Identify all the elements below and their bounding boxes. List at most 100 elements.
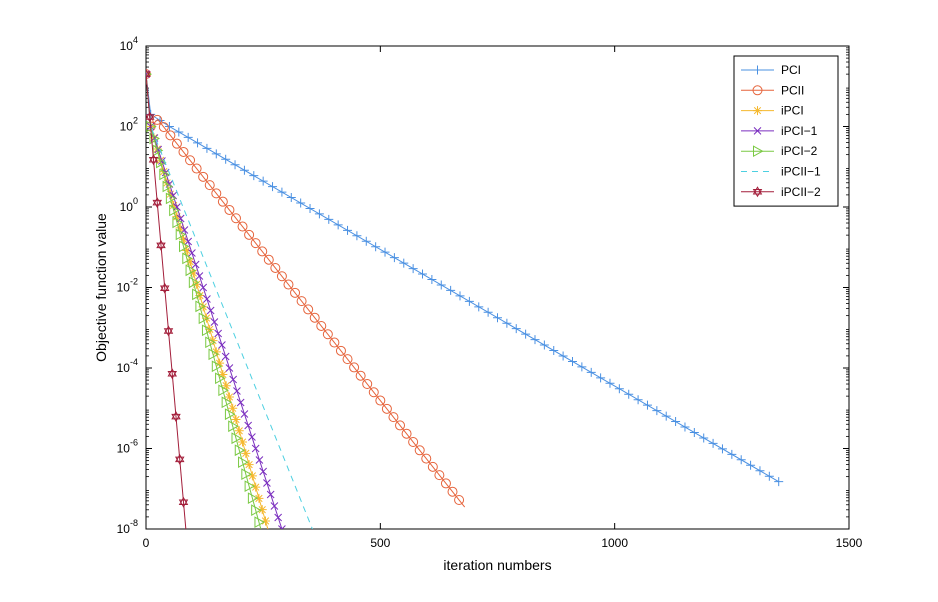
plus-marker	[408, 264, 418, 274]
x-marker	[233, 387, 241, 395]
asterisk-marker	[169, 200, 179, 210]
circle-marker	[257, 246, 268, 257]
legend-entry: iPCII−1	[741, 165, 821, 179]
plus-marker	[493, 313, 502, 323]
plus-marker	[305, 203, 315, 213]
circle-marker	[211, 188, 222, 199]
plus-marker	[661, 411, 671, 421]
x-marker	[270, 502, 279, 510]
circle-marker	[316, 320, 327, 331]
triangle-marker	[215, 372, 226, 385]
series-line	[146, 74, 187, 529]
plus-marker	[727, 449, 737, 459]
asterisk-marker	[162, 178, 172, 188]
circle-marker	[388, 412, 399, 423]
legend-label: iPCI−2	[781, 144, 818, 158]
asterisk-marker	[178, 234, 188, 244]
plot-area-frame	[145, 45, 850, 530]
circle-marker	[191, 163, 202, 174]
plus-marker	[343, 225, 353, 235]
circle-marker	[303, 304, 314, 315]
plus-marker	[642, 400, 652, 410]
circle-marker	[322, 329, 333, 340]
x-marker	[259, 467, 268, 476]
asterisk-marker	[165, 189, 175, 199]
x-marker	[206, 306, 215, 315]
x-marker	[210, 318, 219, 326]
circle-marker	[349, 362, 360, 373]
hexagram-marker	[163, 325, 174, 337]
x-marker	[229, 375, 238, 384]
plus-marker	[699, 433, 709, 443]
circle-marker	[421, 453, 432, 464]
hexagram-marker	[752, 186, 763, 198]
x-marker	[236, 398, 245, 407]
plus-marker	[521, 329, 531, 339]
legend-label: PCI	[781, 63, 801, 77]
plus-marker	[193, 138, 203, 148]
x-marker	[173, 203, 181, 211]
plus-marker	[753, 65, 762, 75]
circle-marker	[395, 420, 406, 431]
x-tick-label: 1500	[836, 536, 863, 550]
plus-marker	[558, 351, 568, 361]
plus-marker	[689, 427, 699, 437]
plus-marker	[633, 395, 643, 405]
triangle-marker	[149, 132, 160, 145]
legend-label: PCII	[781, 83, 804, 97]
hexagram-marker	[156, 239, 166, 251]
plus-marker	[652, 406, 662, 416]
asterisk-marker	[192, 279, 202, 289]
triangle-marker	[175, 228, 187, 241]
plus-marker	[502, 318, 512, 328]
plus-marker	[736, 455, 746, 465]
asterisk-marker	[257, 505, 267, 515]
triangle-marker	[165, 192, 177, 205]
circle-marker	[152, 114, 163, 125]
x-marker	[225, 364, 234, 372]
plus-marker	[277, 187, 287, 197]
triangle-marker	[221, 396, 233, 409]
circle-marker	[408, 436, 419, 447]
plus-marker	[436, 280, 446, 290]
series-6	[146, 68, 189, 529]
plus-marker	[755, 466, 765, 476]
y-tick-label: 102	[120, 116, 138, 134]
asterisk-marker	[228, 403, 238, 413]
plus-marker	[746, 460, 756, 470]
x-marker	[221, 352, 230, 361]
x-marker	[255, 456, 264, 464]
circle-marker	[414, 445, 425, 456]
plus-marker	[418, 269, 428, 279]
legend-entry: iPCI−2	[741, 144, 818, 158]
plus-marker	[567, 356, 577, 366]
x-marker	[251, 444, 260, 453]
asterisk-marker	[254, 493, 264, 503]
circle-marker	[752, 85, 763, 96]
triangle-marker	[238, 456, 249, 469]
triangle-marker	[188, 276, 200, 289]
circle-marker	[244, 229, 255, 240]
plus-marker	[314, 209, 324, 219]
y-tick-label: 10-6	[117, 438, 138, 456]
plus-marker	[586, 367, 596, 377]
asterisk-marker	[234, 426, 244, 436]
plus-marker	[530, 335, 540, 345]
circle-marker	[165, 130, 176, 141]
x-tick-label: 0	[143, 536, 150, 550]
x-marker	[199, 283, 208, 292]
plus-marker	[671, 417, 681, 427]
triangle-marker	[192, 288, 203, 301]
plus-marker	[774, 477, 784, 487]
triangle-marker	[159, 168, 170, 181]
triangle-marker	[169, 204, 180, 217]
asterisk-marker	[218, 369, 228, 379]
x-marker	[263, 479, 271, 487]
triangle-marker	[208, 348, 220, 361]
asterisk-marker	[241, 448, 251, 458]
x-marker	[753, 127, 762, 135]
triangle-marker	[244, 480, 256, 493]
x-marker	[191, 260, 200, 269]
plus-marker	[624, 389, 634, 399]
y-tick-label: 100	[120, 196, 138, 214]
